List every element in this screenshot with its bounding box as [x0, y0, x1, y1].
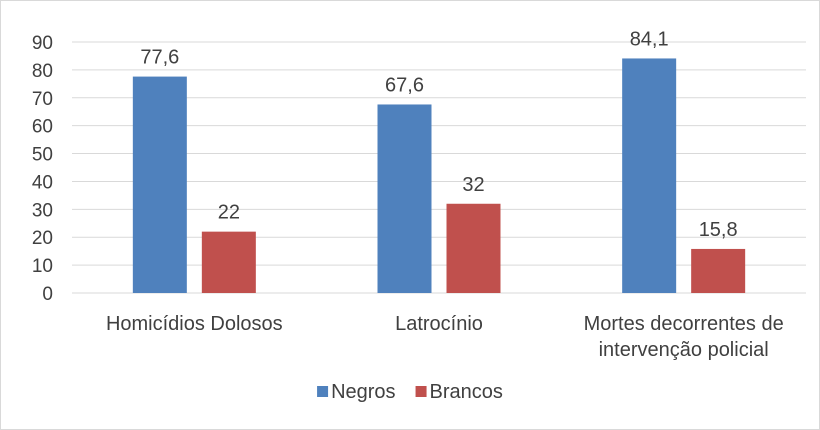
legend-label-negros: Negros: [331, 381, 395, 403]
y-tick-label: 90: [32, 33, 53, 54]
y-axis: 0 10 20 30 40 50 60 70 80 90: [32, 33, 53, 305]
y-tick-label: 60: [32, 117, 53, 138]
y-tick-label: 20: [32, 228, 53, 249]
y-tick-label: 50: [32, 145, 53, 166]
data-label: 67,6: [385, 74, 424, 96]
data-label: 32: [462, 174, 484, 196]
bar-negros: [622, 58, 677, 294]
y-tick-label: 30: [32, 200, 53, 221]
data-label: 22: [218, 202, 240, 224]
legend: Negros Brancos: [317, 381, 503, 403]
y-tick-label: 70: [32, 89, 53, 110]
data-labels: 77,6 22 67,6 32 84,1 15,8: [140, 28, 737, 240]
y-tick-label: 40: [32, 172, 53, 193]
gridlines: [72, 41, 806, 294]
bar-brancos: [446, 203, 501, 293]
x-category-label: Latrocínio: [395, 313, 483, 335]
bar-brancos: [201, 231, 256, 293]
y-tick-label: 80: [32, 61, 53, 82]
y-tick-label: 0: [42, 284, 53, 305]
x-category-label: Mortes decorrentes de: [584, 313, 784, 335]
x-category-label: intervenção policial: [599, 339, 769, 361]
y-tick-label: 10: [32, 256, 53, 277]
x-category-label: Homicídios Dolosos: [106, 313, 283, 335]
legend-label-brancos: Brancos: [430, 381, 503, 403]
x-axis-categories: Homicídios Dolosos Latrocínio Mortes decor…: [106, 313, 784, 361]
data-label: 84,1: [630, 28, 669, 50]
bar-negros: [377, 104, 432, 294]
legend-swatch-negros: [317, 386, 329, 397]
bars: [132, 58, 746, 294]
data-label: 77,6: [140, 47, 179, 69]
data-label: 15,8: [699, 219, 738, 241]
bar-negros: [132, 76, 187, 294]
legend-swatch-brancos: [415, 386, 427, 397]
bar-brancos: [691, 248, 746, 293]
